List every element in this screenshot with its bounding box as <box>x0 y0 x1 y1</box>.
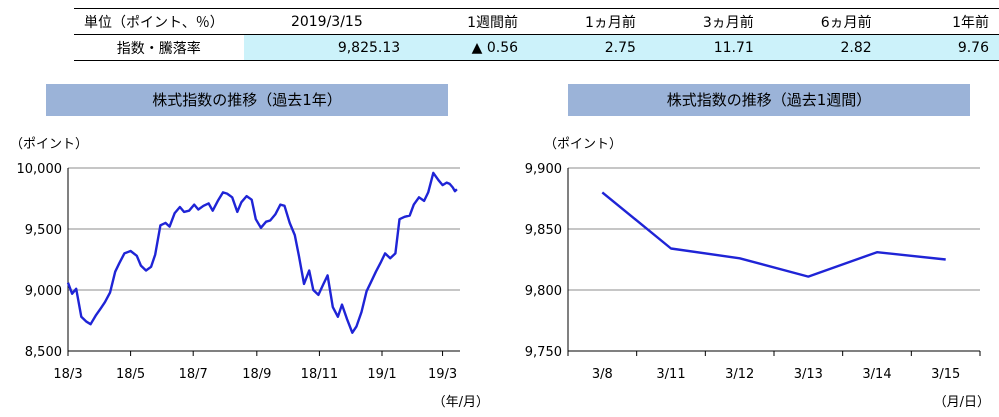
summary-header-row: 単位（ポイント、％） 2019/3/15 1週間前 1ヵ月前 3ヵ月前 6ヵ月前… <box>74 8 999 35</box>
y-tick-label: 8,500 <box>25 345 62 360</box>
value-6month: 2.82 <box>763 34 882 61</box>
x-tick-label: 18/9 <box>242 367 271 382</box>
chart-1week: 9,750 9,800 9,850 9,900 3/8 3/11 3/12 3/13 3/14 3… <box>525 137 990 410</box>
x-axis-title: （年/月） <box>433 395 489 410</box>
x-tick-label: 3/8 <box>592 367 613 382</box>
x-tick-label: 3/13 <box>794 367 823 382</box>
x-tick-label: 18/3 <box>53 367 82 382</box>
y-tick-label: 9,850 <box>525 223 562 238</box>
series-line <box>66 171 458 334</box>
x-axis-title: （月/日） <box>934 395 990 410</box>
x-tick-label: 3/12 <box>725 367 754 382</box>
chart2-title: 株式指数の推移（過去1週間） <box>568 84 970 116</box>
header-1week: 1週間前 <box>410 8 529 35</box>
y-tick-label: 9,750 <box>525 345 562 360</box>
y-tick-label: 10,000 <box>17 162 63 177</box>
value-1month: 2.75 <box>528 34 646 61</box>
header-1year: 1年前 <box>881 8 999 35</box>
x-tick-label: 19/3 <box>428 367 457 382</box>
series-line <box>601 191 946 278</box>
header-unit: 単位（ポイント、％） <box>74 8 244 35</box>
x-tick-label: 3/11 <box>656 367 685 382</box>
y-axis-title: （ポイント） <box>10 137 88 152</box>
y-axis-title: （ポイント） <box>544 137 622 152</box>
value-3month: 11.71 <box>645 34 764 61</box>
x-tick-label: 3/14 <box>862 367 891 382</box>
y-tick-label: 9,500 <box>25 223 62 238</box>
y-tick-label: 9,800 <box>525 284 562 299</box>
value-1week: ▲ 0.56 <box>410 34 529 61</box>
y-tick-label: 9,900 <box>525 162 562 177</box>
chart-1year: 8,500 9,000 9,500 10,000 18/3 18/5 18/7 18/9 18/… <box>10 137 489 410</box>
row-label: 指数・騰落率 <box>74 34 244 61</box>
x-tick-label: 18/5 <box>116 367 145 382</box>
summary-data-row: 指数・騰落率 9,825.13 ▲ 0.56 2.75 11.71 2.82 9… <box>74 34 999 61</box>
header-6month: 6ヵ月前 <box>763 8 882 35</box>
header-3month: 3ヵ月前 <box>645 8 764 35</box>
chart1-title: 株式指数の推移（過去1年） <box>46 84 448 116</box>
x-tick-label: 18/11 <box>301 367 338 382</box>
value-1year: 9.76 <box>881 34 999 61</box>
summary-table: 単位（ポイント、％） 2019/3/15 1週間前 1ヵ月前 3ヵ月前 6ヵ月前… <box>74 8 999 61</box>
y-tick-label: 9,000 <box>25 284 62 299</box>
header-1month: 1ヵ月前 <box>528 8 646 35</box>
header-date: 2019/3/15 <box>243 8 411 35</box>
x-tick-label: 19/1 <box>367 367 396 382</box>
x-tick-label: 3/15 <box>931 367 960 382</box>
value-index: 9,825.13 <box>243 34 411 61</box>
x-tick-label: 18/7 <box>179 367 208 382</box>
